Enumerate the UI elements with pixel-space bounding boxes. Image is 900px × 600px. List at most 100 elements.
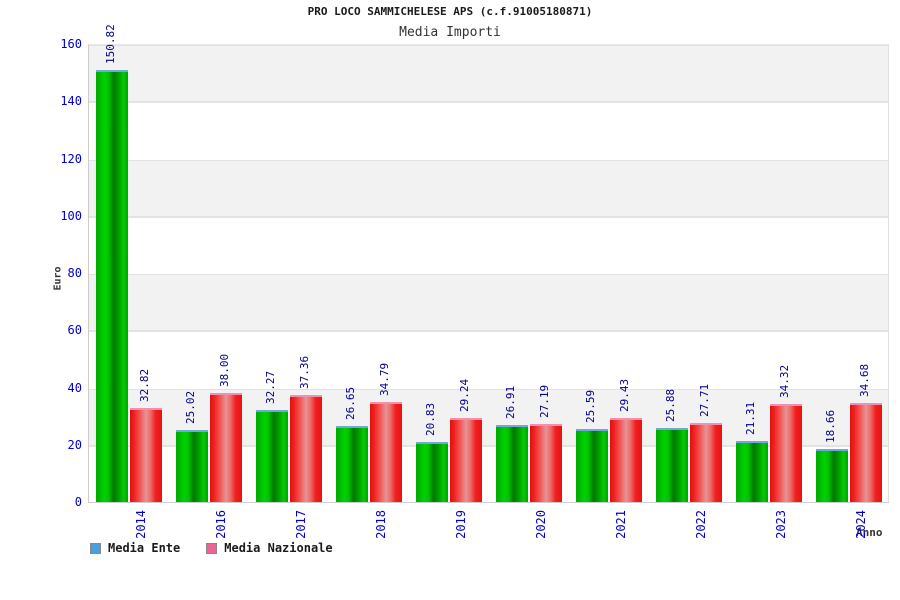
plot-right-edge [888,44,889,502]
bar-media-ente[interactable] [176,430,208,502]
legend-swatch-icon [90,542,101,554]
bar-fill [256,409,288,502]
bar-media-nazionale[interactable] [210,393,242,502]
bar-fill [736,441,768,502]
bar-value-label: 37.36 [298,355,311,390]
bar-value-label: 26.65 [344,386,357,420]
legend-item-media-ente[interactable]: Media Ente [90,541,180,555]
bar-media-ente[interactable] [576,428,608,502]
bar-value-label: 25.02 [184,391,197,425]
bar-group: 150.82 32.82 [96,25,162,502]
bar-value-label: 20.83 [424,403,437,437]
bar-media-ente[interactable] [816,448,848,502]
grid-band [89,45,888,103]
bar-value-label: 32.82 [138,368,151,403]
bar-fill [176,430,208,502]
bar-fill [450,418,482,502]
bar-value-label: 26.91 [504,385,517,419]
x-axis-tick-label: 2023 [774,510,788,539]
bar-media-ente[interactable] [336,425,368,502]
y-axis-tick-label: 0 [74,495,82,509]
y-axis-tick-label: 140 [60,94,82,109]
x-axis-tick-label: 2014 [134,510,148,539]
bar-media-nazionale[interactable] [450,418,482,502]
bar-value-label: 29.43 [618,378,631,412]
bar-media-nazionale[interactable] [290,395,322,502]
legend-swatch-icon [206,542,218,554]
bar-media-ente[interactable] [656,427,688,502]
bar-value-label: 25.59 [584,389,597,423]
bar-group: 21.31 34.32 [736,45,802,502]
bar-value-label: 29.24 [458,379,471,413]
bar-media-ente[interactable] [736,441,768,502]
x-axis-tick-label: 2020 [534,510,548,539]
grid-band [89,274,888,332]
bar-value-label: 34.79 [378,363,391,397]
bar-value-label: 32.27 [264,370,277,404]
bar-group: 26.65 34.79 [336,45,402,502]
bar-media-nazionale[interactable] [690,422,722,502]
x-axis-tick-label: 2019 [454,510,468,539]
bar-media-ente[interactable] [416,442,448,502]
x-axis-tick-label: 2016 [214,510,228,539]
chart-title: PRO LOCO SAMMICHELESE APS (c.f.910051808… [307,5,593,18]
bar-media-ente[interactable] [256,409,288,502]
bar-media-nazionale[interactable] [770,403,802,502]
bar-fill [210,393,242,502]
bar-fill [656,427,688,502]
bar-group: 32.27 37.36 [256,45,322,502]
bar-group: 25.88 27.71 [656,45,722,502]
bar-fill [130,408,162,502]
bar-media-nazionale[interactable] [130,408,162,502]
y-axis-tick-label: 160 [60,37,82,51]
bar-fill [690,422,722,502]
bar-fill [336,425,368,502]
bar-fill [770,403,802,502]
bar-value-label: 25.88 [664,388,677,422]
bar-fill [96,70,128,502]
bar-fill [850,402,882,502]
bar-group: 25.59 29.43 [576,45,642,502]
bar-group: 25.02 38.00 [176,45,242,502]
bar-fill [816,448,848,502]
gridline [89,102,888,104]
bar-fill [530,424,562,502]
bar-value-label: 27.71 [698,383,711,417]
bar-media-ente[interactable] [96,70,128,502]
chart-subtitle: Media Importi [399,25,501,40]
bar-media-nazionale[interactable] [850,402,882,502]
bar-media-nazionale[interactable] [610,417,642,502]
bar-group: 20.83 29.24 [416,45,482,502]
x-axis-tick-label: 2022 [694,510,708,539]
bar-fill [496,424,528,502]
gridline [89,216,888,218]
bar-media-nazionale[interactable] [530,424,562,502]
plot-area: 150.82 32.82 25.02 38.00 32.27 37.36 26.65 34.7… [88,25,888,502]
grid-band [89,159,888,217]
bar-value-label: 18.66 [824,409,837,443]
gridline [89,445,888,447]
bar-value-label: 34.68 [858,363,871,397]
legend-item-media-nazionale[interactable]: Media Nazionale [206,541,333,555]
x-axis-tick-label: 2021 [614,510,628,539]
y-axis-tick-label: 100 [60,208,82,223]
legend-label: Media Ente [108,541,181,555]
gridline [89,331,888,333]
bar-value-label: 27.19 [538,385,551,419]
bar-group: 18.66 34.68 [816,45,882,502]
y-axis-label: Euro [52,266,64,291]
x-axis-tick-label: 2024 [854,510,868,539]
y-axis-tick-label: 40 [67,380,82,395]
legend-label: Media Nazionale [224,541,333,555]
x-axis-line [88,502,889,503]
x-axis-label: Anno [856,526,883,539]
bar-media-ente[interactable] [496,424,528,502]
bar-value-label: 34.32 [778,364,791,398]
legend: Media Ente Media Nazionale [90,541,333,555]
bar-value-label: 150.82 [104,24,117,65]
bar-value-label: 21.31 [744,401,757,436]
bar-fill [576,428,608,502]
bar-fill [290,395,322,502]
bar-media-nazionale[interactable] [370,402,402,502]
